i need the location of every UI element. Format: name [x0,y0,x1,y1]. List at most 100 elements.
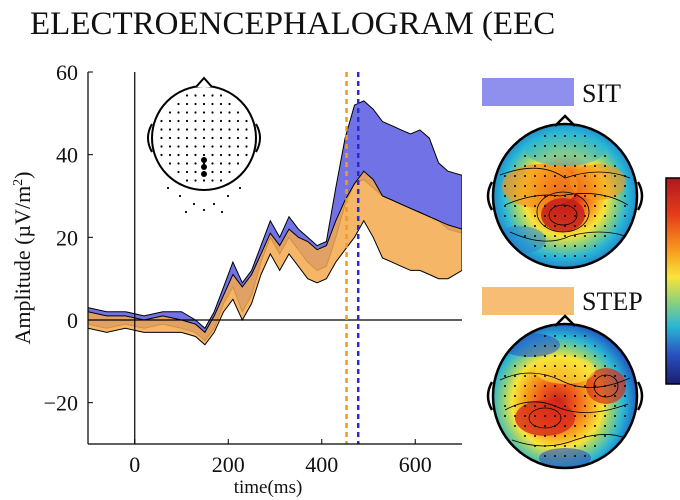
topomap-electrode [584,415,586,417]
topomap-electrode [584,175,586,177]
topomap-electrode [544,375,546,377]
topomap-electrode [524,185,526,187]
topomap-electrode [564,375,566,377]
montage-electrode [194,153,197,157]
topomap-electrode [534,205,536,207]
topomap-electrode [624,195,626,197]
topomap-electrode [594,435,596,437]
topomap-electrode [584,185,586,187]
topomap-electrode [544,205,546,207]
topomap-electrode [544,215,546,217]
topomap-electrode [534,185,536,187]
topomap-electrode [594,415,596,417]
topomap-electrode [564,385,566,387]
montage-electrode [177,153,180,157]
topomap-electrode [574,395,576,397]
topomap-electrode [604,195,606,197]
topomap-electrode [604,355,606,357]
topomap-electrode [574,235,576,237]
topomap-electrode [534,425,536,427]
topomap-electrode [584,245,586,247]
montage-electrode [211,170,214,174]
topomap-electrode [594,385,596,387]
montage-electrode [168,153,172,157]
montage-electrode [160,153,163,157]
y-tick-label: 20 [56,225,78,250]
topomap-electrode [584,165,586,167]
topomap-electrode [614,365,616,367]
topomap-electrode [524,225,526,227]
montage-electrode [168,162,172,165]
montage-electrode [236,145,240,148]
topomap-electrode [594,145,596,147]
montage-electrode [219,119,223,123]
topomap-electrode [614,165,616,167]
topomap-electrode [604,395,606,397]
montage-electrode [228,170,231,174]
topomap-electrode [594,195,596,197]
topomap-electrode [564,215,566,217]
topomap-electrode [564,445,566,447]
montage-electrode [178,194,182,198]
montage-electrode [219,179,223,182]
topomap-electrode [564,165,566,167]
topomap-electrode [554,355,556,357]
montage-electrode [202,179,206,182]
topomap-electrode [514,165,516,167]
montage-electrode [202,102,206,106]
topomap-electrode [544,255,546,257]
topomap-electrode [624,395,626,397]
topomap-electrode [524,355,526,357]
topomap-electrode [574,435,576,437]
electrode-montage-inset [147,76,261,214]
montage-electrode [202,162,206,165]
topomap-electrode [574,455,576,457]
topomap-electrode [554,155,556,157]
topomap-electrode [534,345,536,347]
topomap-electrode [594,375,596,377]
topomap-electrode [544,355,546,357]
montage-electrode [211,136,214,140]
montage-electrode [211,128,214,131]
colorbar [665,177,680,385]
montage-electrode [236,119,240,123]
montage-electrode [160,145,163,148]
topomap-electrode [504,175,506,177]
topomap-electrode [574,255,576,257]
x-axis-label: time(ms) [234,477,303,498]
topomap-electrode [514,425,516,427]
topomap-electrode [564,435,566,437]
montage-electrode [184,210,188,214]
topomap-electrode [544,425,546,427]
montage-electrode [202,128,206,131]
montage-electrode [194,136,197,140]
montage-electrode [245,128,248,131]
topomap-electrode [554,395,556,397]
topomap-electrode [534,175,536,177]
topomap-electrode [504,395,506,397]
montage-electrodes [160,94,248,214]
montage-electrode [228,119,231,123]
topomap-electrode [604,225,606,227]
montage-electrode [185,162,189,165]
topomap-electrode [584,375,586,377]
topomap-electrode [544,365,546,367]
montage-electrode [212,202,216,206]
zero-lines [88,72,462,444]
montage-electrode [185,170,189,174]
montage-electrode [168,145,172,148]
montage-electrode [220,210,224,214]
topomap-electrode [614,205,616,207]
topomap-electrode [524,165,526,167]
plot-area: −20 0 20 40 60 0 200 400 600 [44,60,462,477]
topomap-electrode [584,455,586,457]
topomap-electrode [544,155,546,157]
topomap-electrode [574,365,576,367]
legend-label-step: STEP [582,287,643,316]
montage-electrode [245,145,248,148]
topomap-electrode [514,405,516,407]
topomap-electrode [544,455,546,457]
topomap-electrode [524,375,526,377]
topomap-electrode [514,215,516,217]
